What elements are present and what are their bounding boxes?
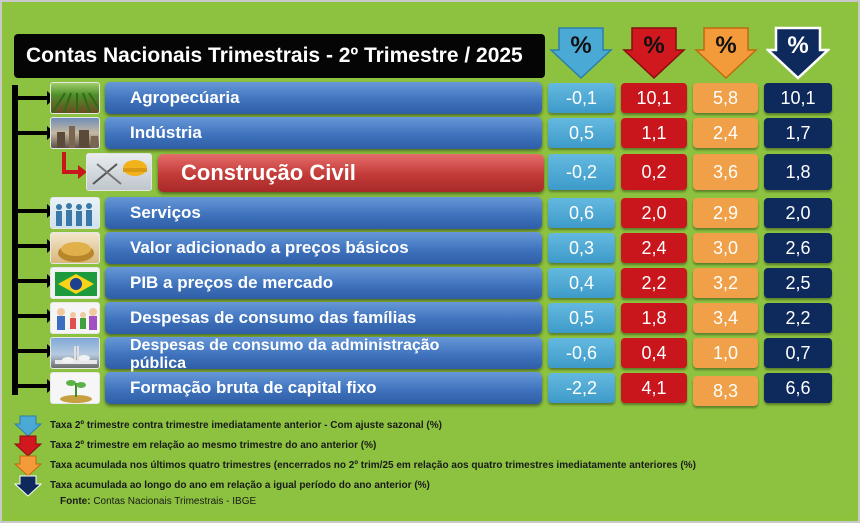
farm-field-icon [50, 82, 100, 114]
header-col3-symbol: % [715, 32, 737, 59]
value-cell: 10,1 [764, 83, 832, 113]
branch-line [12, 91, 55, 105]
row-label-valor-adicionado: Valor adicionado a preços básicos [105, 232, 542, 264]
value-cell: 1,1 [621, 118, 687, 148]
coins-icon [50, 232, 100, 264]
header-col4-arrow-icon: % [764, 26, 832, 80]
legend-navy-arrow-icon [14, 475, 42, 497]
value-cell: 3,6 [693, 154, 758, 190]
source-text: Contas Nacionais Trimestrais - IBGE [93, 496, 257, 507]
value-cell: 0,7 [764, 338, 832, 368]
value-cell: 3,4 [693, 303, 758, 333]
value-cell: 2,2 [764, 303, 832, 333]
row-label-consumo-familias: Despesas de consumo das famílias [105, 302, 542, 334]
value-cell: 2,0 [621, 198, 687, 228]
value-cell: 1,8 [764, 154, 832, 190]
branch-line [12, 239, 55, 253]
value-cell: 2,4 [621, 233, 687, 263]
government-icon [50, 337, 100, 369]
value-cell: 0,4 [621, 338, 687, 368]
value-cell: 0,2 [621, 154, 687, 190]
value-cell: 2,5 [764, 268, 832, 298]
value-cell: -0,1 [548, 83, 615, 113]
legend-text: Taxa acumulada ao longo do ano em relaçã… [50, 480, 430, 491]
value-cell: 2,4 [693, 118, 758, 148]
value-cell: 4,1 [621, 373, 687, 403]
value-cell: -0,2 [548, 154, 615, 190]
value-cell: 6,6 [764, 373, 832, 403]
header-col1-arrow-icon: % [549, 26, 613, 80]
value-cell: 3,2 [693, 268, 758, 298]
legend-text: Taxa 2º trimestre em relação ao mesmo tr… [50, 440, 377, 451]
source-note: Fonte: Contas Nacionais Trimestrais - IB… [60, 496, 256, 507]
branch-line [12, 379, 55, 393]
factory-icon [50, 117, 100, 149]
branch-line [12, 309, 55, 323]
row-label-agropecuaria: Agropecúaria [105, 82, 542, 114]
value-cell: 2,0 [764, 198, 832, 228]
value-cell: 0,5 [548, 303, 615, 333]
row-label-consumo-administracao: Despesas de consumo da administração púb… [105, 337, 542, 372]
value-cell: 0,6 [548, 198, 615, 228]
value-cell: 2,2 [621, 268, 687, 298]
branch-line [12, 204, 55, 218]
value-cell: -2,2 [548, 373, 615, 403]
branch-line [12, 126, 55, 140]
legend-text: Taxa acumulada nos últimos quatro trimes… [50, 460, 696, 471]
branch-line [12, 274, 55, 288]
legend-red-arrow-icon [14, 435, 42, 457]
branch-line [12, 344, 55, 358]
row-label-servicos: Serviços [105, 197, 542, 229]
header-col2-symbol: % [643, 32, 665, 59]
value-cell: 3,0 [693, 233, 758, 263]
row-label-fbcf: Formação bruta de capital fixo [105, 372, 542, 404]
header-col1-symbol: % [570, 32, 592, 59]
value-cell: 10,1 [621, 83, 687, 113]
value-cell: 1,8 [621, 303, 687, 333]
header-col2-arrow-icon: % [622, 26, 686, 80]
brazil-flag-icon [50, 267, 100, 299]
value-cell: 0,5 [548, 118, 615, 148]
value-cell: -0,6 [548, 338, 615, 368]
value-cell: 1,7 [764, 118, 832, 148]
row-label-pib: PIB a preços de mercado [105, 267, 542, 299]
value-cell: 1,0 [693, 338, 758, 368]
value-cell: 2,9 [693, 198, 758, 228]
value-cell: 2,6 [764, 233, 832, 263]
header-col3-arrow-icon: % [694, 26, 758, 80]
header-col4-symbol: % [787, 32, 809, 59]
legend-blue-arrow-icon [14, 415, 42, 437]
value-cell: 5,8 [693, 83, 758, 113]
value-cell: 8,3 [693, 376, 758, 406]
legend-orange-arrow-icon [14, 455, 42, 477]
row-label-construcao-civil: Construção Civil [158, 154, 544, 192]
value-cell: 0,4 [548, 268, 615, 298]
value-cell: 0,3 [548, 233, 615, 263]
row-label-industria: Indústria [105, 117, 542, 149]
construction-icon [86, 153, 152, 191]
people-icon [50, 197, 100, 229]
source-label: Fonte: [60, 496, 91, 507]
plant-coins-icon [50, 372, 100, 404]
page-title: Contas Nacionais Trimestrais - 2º Trimes… [14, 34, 545, 78]
legend-text: Taxa 2º trimestre contra trimestre imedi… [50, 420, 442, 431]
family-icon [50, 302, 100, 334]
tree-connector [12, 85, 18, 395]
subbranch-arrow-icon [62, 152, 87, 179]
